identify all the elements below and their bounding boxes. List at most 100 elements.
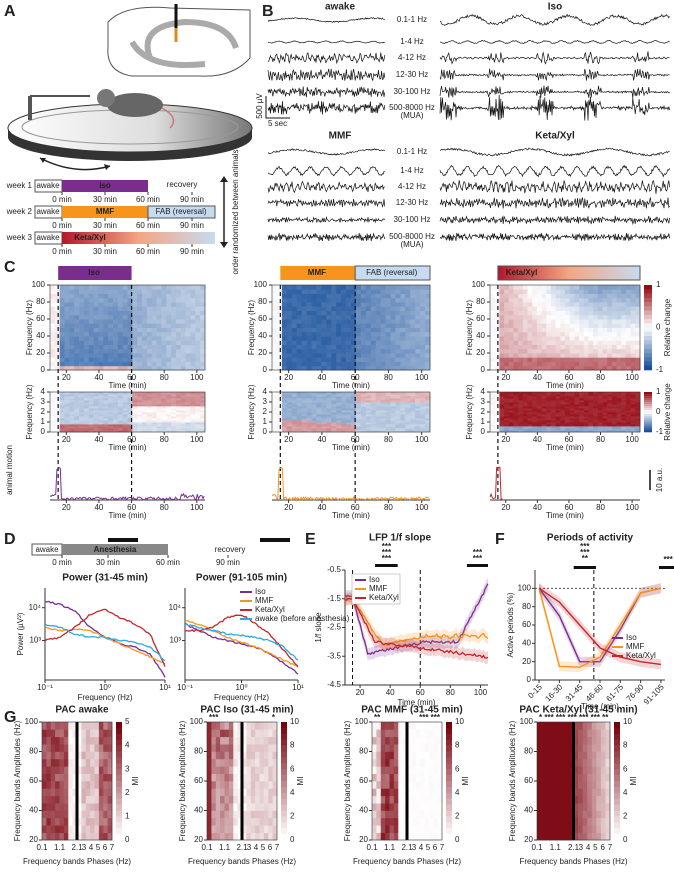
heatmap-cell <box>127 424 133 427</box>
heatmap-cell <box>326 340 332 345</box>
heatmap-cell <box>316 336 322 341</box>
colorbar-cell <box>116 751 122 758</box>
heatmap-cell <box>83 396 90 399</box>
heatmap-cell <box>171 420 177 423</box>
heatmap-cell <box>185 422 191 425</box>
heatmap-cell <box>276 353 283 358</box>
heatmap-cell <box>550 420 556 423</box>
label: awake <box>35 545 59 554</box>
label: 4 <box>481 387 486 396</box>
heatmap-cell <box>137 323 143 328</box>
heatmap-cell <box>113 398 119 401</box>
pac-cell <box>211 729 217 738</box>
pac-cell <box>228 744 234 752</box>
heatmap-cell <box>522 336 528 341</box>
heatmap-cell <box>593 424 599 427</box>
pac-cell <box>42 766 47 774</box>
heatmap-cell <box>326 302 332 307</box>
pac-cell <box>55 810 60 819</box>
heatmap-cell <box>351 404 357 407</box>
heatmap-cell <box>83 348 90 354</box>
heatmap-cell <box>508 402 514 405</box>
heatmap-cell <box>375 424 381 427</box>
heatmap-cell <box>291 398 298 401</box>
heatmap-cell <box>546 302 552 307</box>
heatmap-cell <box>156 394 162 397</box>
heatmap-cell <box>635 353 641 358</box>
heatmap-cell <box>569 285 575 290</box>
heatmap-cell <box>336 414 342 417</box>
heatmap-cell <box>171 430 177 433</box>
heatmap-cell <box>560 404 566 407</box>
heatmap-cell <box>346 412 352 415</box>
pac-cell <box>90 758 95 767</box>
heatmap-cell <box>390 327 396 333</box>
heatmap-cell <box>385 327 391 333</box>
heatmap-cell <box>93 302 99 307</box>
heatmap-cell <box>103 414 109 417</box>
heatmap-cell <box>127 410 133 413</box>
label: Iso <box>369 575 380 584</box>
heatmap-cell <box>536 420 542 423</box>
heatmap-cell <box>494 314 500 320</box>
heatmap-cell <box>621 406 627 409</box>
heatmap-cell <box>541 323 547 328</box>
heatmap-cell <box>146 406 153 409</box>
pac-cell <box>268 803 273 811</box>
heatmap-cell <box>625 410 631 413</box>
heatmap-cell <box>151 327 157 333</box>
heatmap-cell <box>380 357 386 362</box>
heatmap-cell <box>122 340 128 345</box>
pac-cell <box>242 729 247 738</box>
label: 20 <box>62 503 71 512</box>
heatmap-cell <box>127 302 133 307</box>
label: -0.5 <box>327 565 341 574</box>
heatmap-cell <box>103 420 109 423</box>
heatmap-cell <box>291 406 298 409</box>
heatmap-cell <box>79 406 85 409</box>
heatmap-cell <box>281 400 288 403</box>
heatmap-cell <box>98 285 104 290</box>
heatmap-cell <box>494 361 500 367</box>
heatmap-cell <box>597 336 603 341</box>
heatmap-cell <box>321 310 327 316</box>
heatmap-cell <box>50 331 56 337</box>
pac-cell <box>372 744 377 752</box>
heatmap-cell <box>602 394 608 397</box>
heatmap-cell <box>103 392 109 395</box>
heatmap-cell <box>185 289 191 294</box>
heatmap-cell <box>108 344 114 350</box>
heatmap-cell <box>171 353 177 358</box>
heatmap-cell <box>301 420 307 423</box>
pac-cell <box>42 781 47 789</box>
heatmap-cell <box>296 289 302 294</box>
heatmap-cell <box>607 336 613 341</box>
motion-label: animal motion <box>5 445 14 495</box>
heatmap-cell <box>103 297 109 303</box>
heatmap-cell <box>321 314 327 320</box>
heatmap-cell <box>370 420 377 423</box>
lfp-trace <box>267 40 385 44</box>
heatmap-cell <box>504 302 510 307</box>
heatmap-cell <box>132 310 138 316</box>
heatmap-cell <box>504 353 510 358</box>
heatmap-cell <box>69 424 75 427</box>
heatmap-cell <box>175 365 182 371</box>
heatmap-cell <box>365 348 372 354</box>
pac-cell <box>233 825 238 833</box>
heatmap-cell <box>593 293 599 299</box>
pac-cell <box>272 773 278 782</box>
heatmap-cell <box>635 323 641 328</box>
heatmap-cell <box>560 323 566 328</box>
heatmap-cell <box>59 422 65 425</box>
heatmap-cell <box>360 302 367 307</box>
heatmap-cell <box>541 392 547 395</box>
heatmap-cell <box>355 398 362 401</box>
heatmap-cell <box>272 327 278 333</box>
heatmap-cell <box>602 319 608 324</box>
label: MI <box>131 777 140 786</box>
heatmap-cell <box>380 392 386 395</box>
heatmap-cell <box>161 348 167 354</box>
heatmap-cell <box>621 430 627 433</box>
heatmap-cell <box>137 416 143 419</box>
